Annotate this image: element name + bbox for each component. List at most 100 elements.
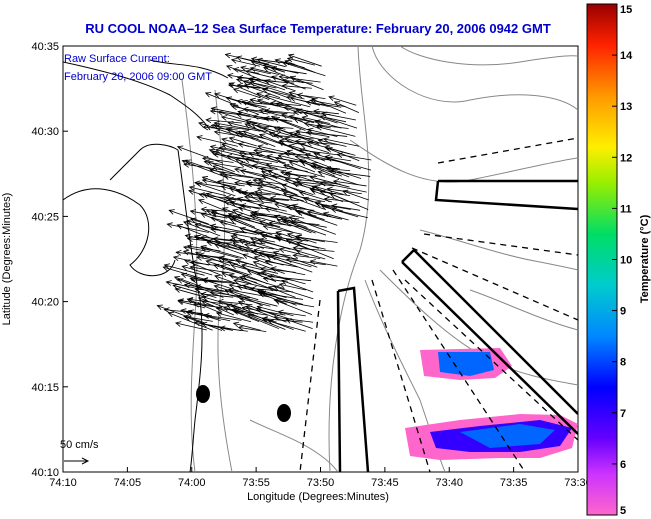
current-vector [240, 66, 272, 75]
beam-polygon-southeast [401, 248, 578, 435]
current-vector-head [226, 73, 234, 79]
current-vector-head [204, 92, 212, 98]
coastline-inlet [149, 59, 229, 79]
current-vector-head [288, 143, 295, 150]
current-vector [190, 210, 228, 219]
current-vector [287, 233, 317, 244]
current-vector-head [181, 264, 188, 271]
current-vector [218, 300, 253, 306]
current-vector [182, 265, 213, 276]
current-vector [288, 54, 322, 67]
current-vector-head [257, 178, 265, 184]
current-vector-head [285, 171, 292, 177]
current-vector-head [268, 131, 276, 138]
current-vector-head [177, 299, 184, 305]
current-vector-head [285, 318, 292, 324]
current-vector-head [258, 133, 266, 139]
current-vector [211, 107, 251, 117]
x-tick-label: 73:35 [500, 477, 528, 489]
current-vector [200, 247, 239, 259]
y-tick-label: 40:10 [31, 467, 59, 479]
current-vector-head [250, 123, 258, 129]
current-vector-head [230, 263, 237, 270]
current-vector [331, 208, 368, 219]
current-vector-head [201, 277, 208, 284]
current-vector-head [258, 220, 266, 226]
current-vector-head [232, 321, 240, 328]
current-vector [289, 216, 336, 235]
x-tick-label: 73:30 [564, 477, 592, 489]
current-vector-head [186, 219, 193, 225]
current-vector-head [274, 58, 281, 64]
current-vector-head [221, 207, 229, 213]
coastline-main [177, 149, 203, 472]
current-vector [234, 168, 280, 179]
current-vector-head [214, 274, 221, 281]
current-vector [278, 311, 306, 317]
isobath-8 [419, 229, 578, 271]
current-vector-head [301, 115, 308, 122]
current-vector [196, 256, 238, 265]
current-vector-head [261, 233, 268, 240]
current-vector [221, 272, 252, 285]
current-vector [213, 264, 243, 275]
radar-beams [299, 137, 578, 472]
current-vector-head [229, 217, 236, 224]
current-vector [331, 205, 361, 211]
current-vector-head [242, 80, 249, 86]
current-vector [324, 146, 356, 156]
current-vector-head [299, 160, 307, 166]
current-vector [265, 254, 313, 273]
current-vector [230, 239, 266, 245]
current-vector [265, 94, 311, 108]
current-vector [244, 123, 276, 138]
current-vector-head [236, 213, 243, 219]
current-vector-head [249, 66, 257, 72]
current-vector [263, 64, 299, 74]
current-vector [278, 141, 326, 162]
current-vector-head [238, 239, 245, 245]
current-vector-head [239, 203, 247, 209]
current-vector [257, 182, 287, 193]
current-vector-head [267, 286, 275, 292]
current-vector-head [311, 185, 318, 191]
current-vector [288, 144, 321, 155]
current-vector-head [270, 254, 277, 261]
current-vector [274, 299, 315, 308]
current-vector-head [280, 188, 288, 194]
current-vector [287, 57, 315, 66]
current-vector-head [306, 210, 314, 216]
current-vector-head [193, 180, 201, 187]
current-vector [201, 293, 234, 298]
current-vector-head [202, 295, 209, 301]
current-vector-head [200, 244, 207, 251]
current-vector [300, 160, 342, 177]
current-vector-head [188, 185, 196, 191]
current-vector-head [230, 308, 238, 314]
current-vector-head [319, 114, 327, 121]
current-vector-head [213, 129, 221, 136]
sst-patch-south-inner [460, 424, 555, 448]
current-vector [195, 252, 231, 266]
current-vector-head [186, 236, 194, 242]
current-vector-head [284, 136, 291, 143]
current-vector [252, 241, 280, 251]
current-vector [274, 203, 317, 217]
current-vector-head [250, 56, 258, 63]
colorbar-label: Temperature (°C) [639, 214, 651, 303]
current-vector-head [332, 178, 340, 185]
x-tick-label: 74:00 [178, 477, 206, 489]
current-vector-head [225, 96, 233, 102]
current-vector [231, 216, 274, 227]
current-vector [189, 186, 227, 197]
current-vector-head [230, 214, 238, 221]
current-vector-head [323, 145, 331, 151]
current-vector-head [247, 313, 254, 320]
current-vector-head [215, 305, 222, 312]
current-vector-head [227, 82, 235, 89]
current-vector [184, 284, 225, 292]
current-vector-head [237, 142, 245, 148]
current-vector [286, 239, 334, 260]
current-vector-head [212, 165, 219, 171]
current-vector [259, 134, 305, 154]
